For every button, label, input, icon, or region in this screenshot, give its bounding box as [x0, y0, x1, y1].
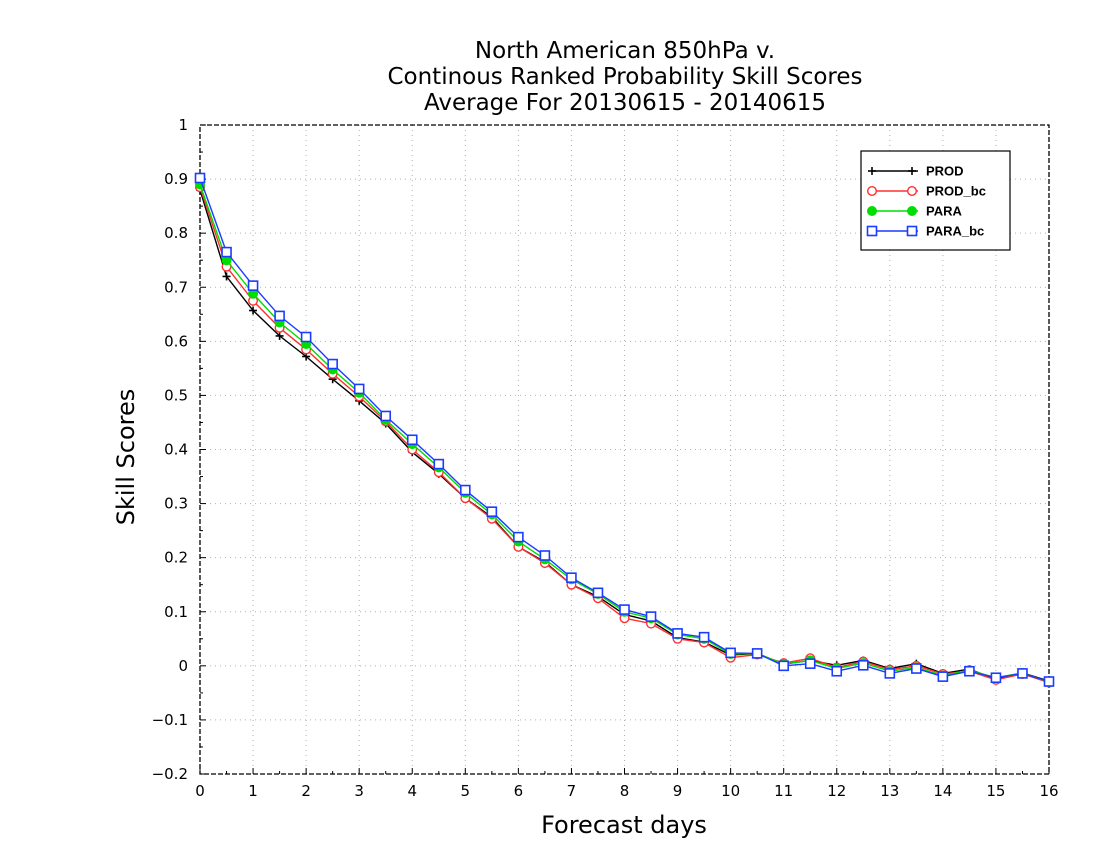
data-point-prod	[222, 272, 231, 281]
legend-marker-right-prod-bc	[907, 185, 918, 196]
x-tick-label: 1	[248, 782, 258, 800]
legend-marker-right-prod	[908, 167, 916, 175]
x-tick-label: 15	[986, 782, 1005, 800]
chart-title-line-3: Average For 20130615 - 20140615	[424, 90, 826, 116]
y-tick-label: 1	[178, 116, 188, 134]
data-point-para-bc	[247, 280, 259, 291]
legend-label-prod: PROD	[926, 164, 964, 179]
x-tick-label: 4	[407, 782, 417, 800]
legend-marker-left-prod	[868, 167, 876, 175]
data-point-para-bc	[911, 663, 922, 674]
y-tick-label: 0.8	[164, 224, 188, 242]
data-point-para-bc	[274, 310, 285, 322]
data-point-para-bc	[619, 604, 630, 615]
legend-entries: PROD PROD_bc PARA PARA_bc	[866, 164, 986, 239]
data-point-para-bc	[964, 665, 975, 677]
data-point-para-bc	[751, 648, 763, 659]
legend-entry-prod-bc: PROD_bc	[867, 184, 986, 199]
data-point-para-bc	[327, 358, 338, 370]
y-tick-label: 0.3	[164, 495, 188, 513]
y-tick-label: 0	[178, 657, 188, 675]
data-point-para-bc	[592, 587, 604, 599]
x-tick-label: 10	[721, 782, 740, 800]
y-tick-label: 0.7	[164, 278, 188, 296]
x-tick-label: 6	[514, 782, 524, 800]
legend-marker-left-para-bc	[866, 225, 878, 237]
data-point-para-bc	[831, 665, 843, 677]
data-point-para-bc	[460, 484, 471, 496]
legend-entry-para-bc: PARA_bc	[866, 224, 984, 239]
data-point-para-bc	[857, 659, 869, 671]
x-tick-label: 8	[620, 782, 630, 800]
legend-entry-para: PARA	[867, 204, 962, 219]
data-point-para-bc	[804, 658, 816, 669]
legend-entry-prod: PROD	[868, 164, 964, 179]
data-point-prod	[249, 306, 258, 315]
series-para-bc	[194, 172, 1055, 687]
x-tick-label: 5	[461, 782, 471, 800]
data-point-para-bc	[937, 671, 949, 682]
x-tick-label: 16	[1039, 782, 1058, 800]
chart-title-line-2: Continous Ranked Probability Skill Score…	[387, 64, 862, 90]
legend-marker-right-para-bc	[906, 225, 918, 237]
data-point-para-bc	[645, 611, 657, 622]
x-tick-label: 12	[827, 782, 846, 800]
x-tick-label: 13	[880, 782, 899, 800]
y-tick-label: −0.2	[152, 765, 188, 783]
x-tick-label: 3	[354, 782, 364, 800]
legend-marker-left-para	[867, 206, 877, 216]
legend-box	[860, 150, 1011, 251]
data-point-para-bc	[353, 383, 365, 395]
data-point-para-bc	[725, 647, 736, 659]
x-tick-label: 0	[195, 782, 205, 800]
y-tick-label: 0.2	[164, 549, 188, 567]
legend-marker-left-prod-bc	[867, 185, 878, 196]
data-point-para-bc	[433, 458, 445, 470]
y-tick-label: 0.5	[164, 386, 188, 404]
data-point-para-bc	[486, 506, 498, 517]
legend: PROD PROD_bc PARA PARA_bc	[860, 150, 1011, 251]
legend-label-para-bc: PARA_bc	[926, 224, 984, 239]
chart-title-line-1: North American 850hPa v.	[475, 38, 775, 64]
x-axis-label: Forecast days	[541, 811, 707, 839]
data-point-prod	[275, 331, 284, 340]
y-tick-label: 0.6	[164, 332, 188, 350]
y-tick-label: 0.4	[164, 441, 188, 459]
data-point-para-bc	[221, 246, 232, 258]
data-point-para-bc	[1017, 668, 1028, 679]
data-point-para-bc	[380, 410, 392, 422]
data-point-para-bc	[539, 550, 551, 561]
legend-label-para: PARA	[926, 204, 962, 219]
series-group	[194, 172, 1055, 688]
x-tick-label: 9	[673, 782, 683, 800]
legend-marker-right-para	[907, 206, 917, 216]
x-tick-label: 2	[301, 782, 311, 800]
data-point-para-bc	[1043, 676, 1055, 687]
x-tick-label: 11	[774, 782, 793, 800]
data-point-para-bc	[300, 331, 312, 343]
data-point-para-bc	[406, 434, 418, 446]
data-point-para-bc	[513, 531, 524, 543]
legend-label-prod-bc: PROD_bc	[926, 184, 986, 199]
y-axis-label: Skill Scores	[112, 389, 140, 526]
data-point-para-bc	[194, 172, 206, 184]
x-tick-label: 7	[567, 782, 577, 800]
x-tick-label: 14	[933, 782, 952, 800]
data-point-para-bc	[990, 672, 1002, 684]
y-tick-label: 0.9	[164, 170, 188, 188]
y-tick-label: 0.1	[164, 603, 188, 621]
y-tick-label: −0.1	[152, 711, 188, 729]
data-point-para-bc	[778, 660, 789, 672]
data-point-para-bc	[698, 631, 710, 643]
axis-ticks: 0 1 2 3 4 5 6 7 8 9 10 11 12 13 14 15 16−0.2−0.100.10.20…	[152, 116, 1059, 800]
data-point-para-bc	[672, 628, 683, 639]
data-point-para-bc	[566, 572, 577, 583]
data-point-para-bc	[884, 668, 896, 679]
